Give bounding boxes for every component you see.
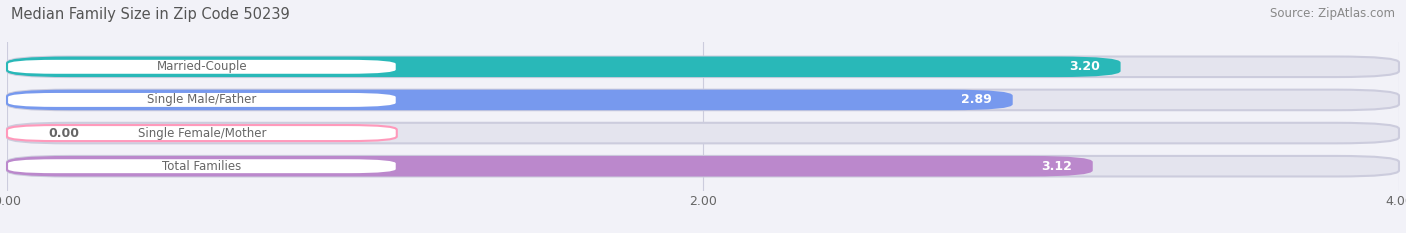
Text: Median Family Size in Zip Code 50239: Median Family Size in Zip Code 50239 [11, 7, 290, 22]
Text: 2.89: 2.89 [962, 93, 991, 106]
Text: Total Families: Total Families [162, 160, 242, 173]
FancyBboxPatch shape [7, 90, 1012, 110]
Text: 0.00: 0.00 [49, 127, 80, 140]
Text: Single Female/Mother: Single Female/Mother [138, 127, 266, 140]
FancyBboxPatch shape [7, 156, 1092, 176]
Text: 3.12: 3.12 [1040, 160, 1071, 173]
Text: Married-Couple: Married-Couple [156, 60, 247, 73]
Text: Source: ZipAtlas.com: Source: ZipAtlas.com [1270, 7, 1395, 20]
FancyBboxPatch shape [7, 158, 396, 174]
FancyBboxPatch shape [7, 125, 396, 141]
FancyBboxPatch shape [7, 92, 396, 108]
FancyBboxPatch shape [7, 156, 1399, 176]
Text: Single Male/Father: Single Male/Father [148, 93, 256, 106]
FancyBboxPatch shape [7, 123, 1399, 143]
FancyBboxPatch shape [7, 57, 1399, 77]
FancyBboxPatch shape [7, 57, 1121, 77]
Text: 3.20: 3.20 [1069, 60, 1099, 73]
FancyBboxPatch shape [7, 90, 1399, 110]
FancyBboxPatch shape [7, 59, 396, 75]
